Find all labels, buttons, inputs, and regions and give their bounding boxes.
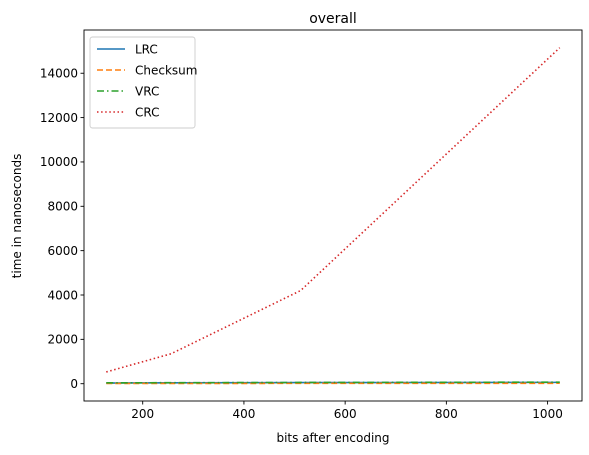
- x-tick-label: 800: [435, 407, 458, 421]
- legend-box: [89, 36, 196, 129]
- y-tick-label: 2000: [47, 333, 78, 347]
- x-tick-label: 1000: [532, 407, 563, 421]
- x-tick-label: 600: [334, 407, 357, 421]
- legend-label-checksum: Checksum: [135, 63, 197, 77]
- series-line-vrc: [106, 381, 560, 384]
- x-tick-label: 400: [232, 407, 255, 421]
- x-axis: 200 400 600 800 1000: [131, 401, 563, 421]
- x-axis-label: bits after encoding: [276, 431, 389, 445]
- plot-frame: [83, 29, 583, 402]
- legend-label-lrc: LRC: [135, 42, 158, 56]
- y-axis: 0 2000 4000 6000 8000 10000 12000 14000: [40, 67, 84, 391]
- y-axis-label: time in nanoseconds: [10, 154, 24, 279]
- series-layer: [106, 47, 561, 385]
- series-line-crc: [106, 47, 561, 373]
- legend: LRC Checksum VRC CRC: [89, 36, 197, 129]
- y-tick-label: 8000: [47, 200, 78, 214]
- chart-title: overall: [309, 11, 357, 27]
- y-tick-label: 6000: [47, 244, 78, 258]
- y-tick-label: 10000: [40, 155, 78, 169]
- y-tick-label: 12000: [40, 111, 78, 125]
- y-tick-label: 4000: [47, 288, 78, 302]
- legend-label-crc: CRC: [135, 105, 160, 119]
- x-tick-label: 200: [131, 407, 154, 421]
- y-tick-label: 14000: [40, 67, 78, 81]
- y-tick-label: 0: [70, 377, 78, 391]
- legend-label-vrc: VRC: [135, 84, 159, 98]
